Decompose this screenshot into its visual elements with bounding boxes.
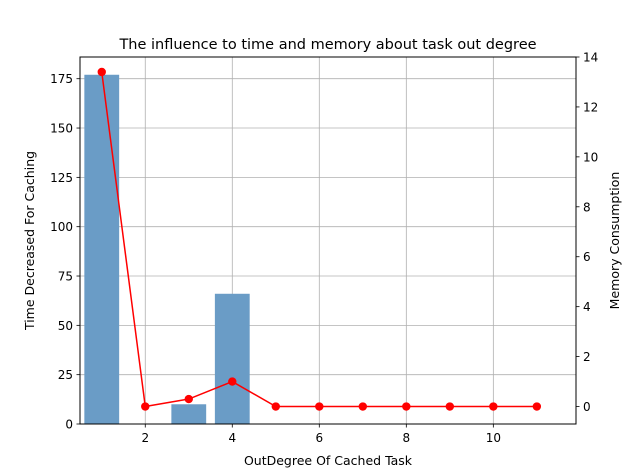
y2-tick-label: 2 — [583, 350, 591, 364]
line-point — [358, 402, 368, 411]
y-tick-label: 50 — [58, 319, 73, 333]
bar — [84, 74, 120, 425]
y-tick-label: 0 — [65, 418, 73, 432]
y2-tick-label: 14 — [583, 51, 598, 65]
line-series — [97, 67, 542, 411]
line-point — [141, 402, 150, 411]
line-point — [445, 402, 455, 411]
y-tick-label: 75 — [58, 270, 73, 284]
y-tick-label: 175 — [50, 72, 73, 86]
y-tick-label: 25 — [58, 368, 73, 382]
plot-frame — [79, 56, 577, 425]
y2-axis-label: Memory Consumption — [607, 172, 622, 310]
x-tick-label: 4 — [228, 431, 236, 445]
x-tick-label: 6 — [315, 431, 323, 445]
line-point — [532, 402, 542, 411]
x-tick-label: 2 — [141, 431, 149, 445]
bar — [171, 404, 207, 424]
y2-tick-label: 6 — [583, 250, 591, 264]
line-point — [228, 377, 237, 386]
y2-tick-label: 4 — [583, 300, 591, 314]
y2-tick-label: 0 — [583, 400, 591, 414]
line-point — [315, 402, 324, 411]
line-point — [97, 67, 106, 77]
x-axis-label: OutDegree Of Cached Task — [244, 453, 413, 468]
y2-tick-label: 12 — [583, 100, 598, 114]
bar-series — [84, 74, 250, 425]
bar — [214, 293, 250, 424]
line-point — [489, 402, 498, 411]
x-tick-label: 8 — [402, 431, 410, 445]
line-point — [402, 402, 411, 411]
grid — [80, 57, 576, 425]
y2-tick-label: 10 — [583, 150, 598, 164]
line-point — [184, 394, 193, 404]
x-tick-label: 10 — [486, 431, 501, 445]
chart-title: The influence to time and memory about t… — [118, 37, 536, 53]
y-tick-label: 100 — [50, 220, 73, 234]
line-point — [271, 402, 280, 411]
y-tick-label: 125 — [50, 171, 73, 185]
y-tick-label: 150 — [50, 122, 73, 136]
y2-tick-label: 8 — [583, 200, 591, 214]
y-axis-label: Time Decreased For Caching — [22, 151, 37, 331]
